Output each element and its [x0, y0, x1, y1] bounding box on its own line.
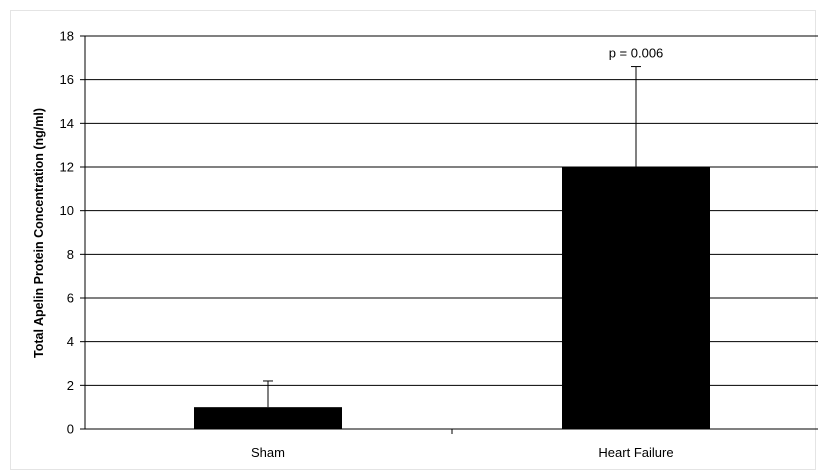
- annotations: p = 0.006: [609, 46, 664, 61]
- x-category-label-heart-failure: Heart Failure: [598, 445, 673, 460]
- x-category-label-sham: Sham: [251, 445, 285, 460]
- y-tick-label-4: 4: [67, 334, 74, 349]
- y-tick-label-16: 16: [60, 72, 74, 87]
- y-tick-labels: 0 2 4 6 8 10 12 14 16 18: [60, 29, 74, 437]
- y-axis-title: Total Apelin Protein Concentration (ng/m…: [32, 108, 46, 358]
- y-tick-label-0: 0: [67, 422, 74, 437]
- y-tick-label-14: 14: [60, 116, 74, 131]
- y-tick-label-18: 18: [60, 29, 74, 44]
- error-bars: [263, 66, 641, 408]
- x-category-labels: Sham Heart Failure: [251, 445, 674, 460]
- y-tick-label-2: 2: [67, 378, 74, 393]
- bars: [194, 167, 710, 429]
- bar-heart-failure: [562, 167, 710, 429]
- bar-sham: [194, 407, 342, 429]
- y-tick-label-6: 6: [67, 291, 74, 306]
- chart-frame: [10, 10, 816, 470]
- y-tick-label-12: 12: [60, 160, 74, 175]
- y-tick-label-10: 10: [60, 203, 74, 218]
- p-value-annotation: p = 0.006: [609, 46, 664, 61]
- y-tick-label-8: 8: [67, 247, 74, 262]
